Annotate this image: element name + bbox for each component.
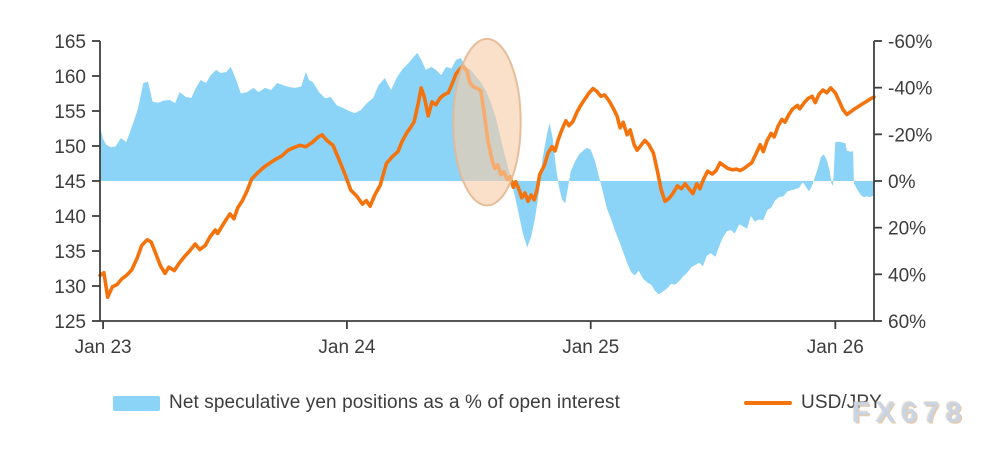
legend-label-yen-positions: Net speculative yen positions as a % of … [169,392,621,413]
legend-item-usdjpy: USD/JPY [744,392,882,414]
right-axis-tick-label: 20% [888,219,926,240]
left-axis-tick-label: 135 [54,242,86,263]
left-axis-tick-label: 125 [54,312,86,333]
highlight-ellipse [452,37,522,207]
x-axis-tick-label: Jan 24 [318,337,375,358]
right-axis-tick-label: 0% [888,172,916,193]
left-axis-tick-label: 160 [54,67,86,88]
left-axis-tick-label: 150 [54,137,86,158]
fx678-watermark: FX678 [852,397,968,429]
right-axis-tick-label: -40% [888,79,932,100]
x-axis-tick-label: Jan 25 [562,337,619,358]
x-axis-tick-label: Jan 23 [75,337,132,358]
left-axis-tick-label: 140 [54,207,86,228]
line-series-swatch [744,401,792,405]
legend-item-yen-positions: Net speculative yen positions as a % of … [113,392,620,414]
right-axis-tick-label: 60% [888,312,926,333]
left-axis-tick-label: 165 [54,32,86,53]
legend-label-usdjpy: USD/JPY [801,392,882,413]
right-axis-tick-label: -60% [888,32,932,53]
right-axis-tick-label: 40% [888,265,926,286]
right-axis-tick-label: -20% [888,125,932,146]
left-axis-tick-label: 145 [54,172,86,193]
area-series-swatch [113,395,160,411]
usdjpy-line [98,64,876,299]
left-axis-tick-label: 130 [54,277,86,298]
left-axis-tick-label: 155 [54,102,86,123]
x-axis-tick-label: Jan 26 [807,337,864,358]
